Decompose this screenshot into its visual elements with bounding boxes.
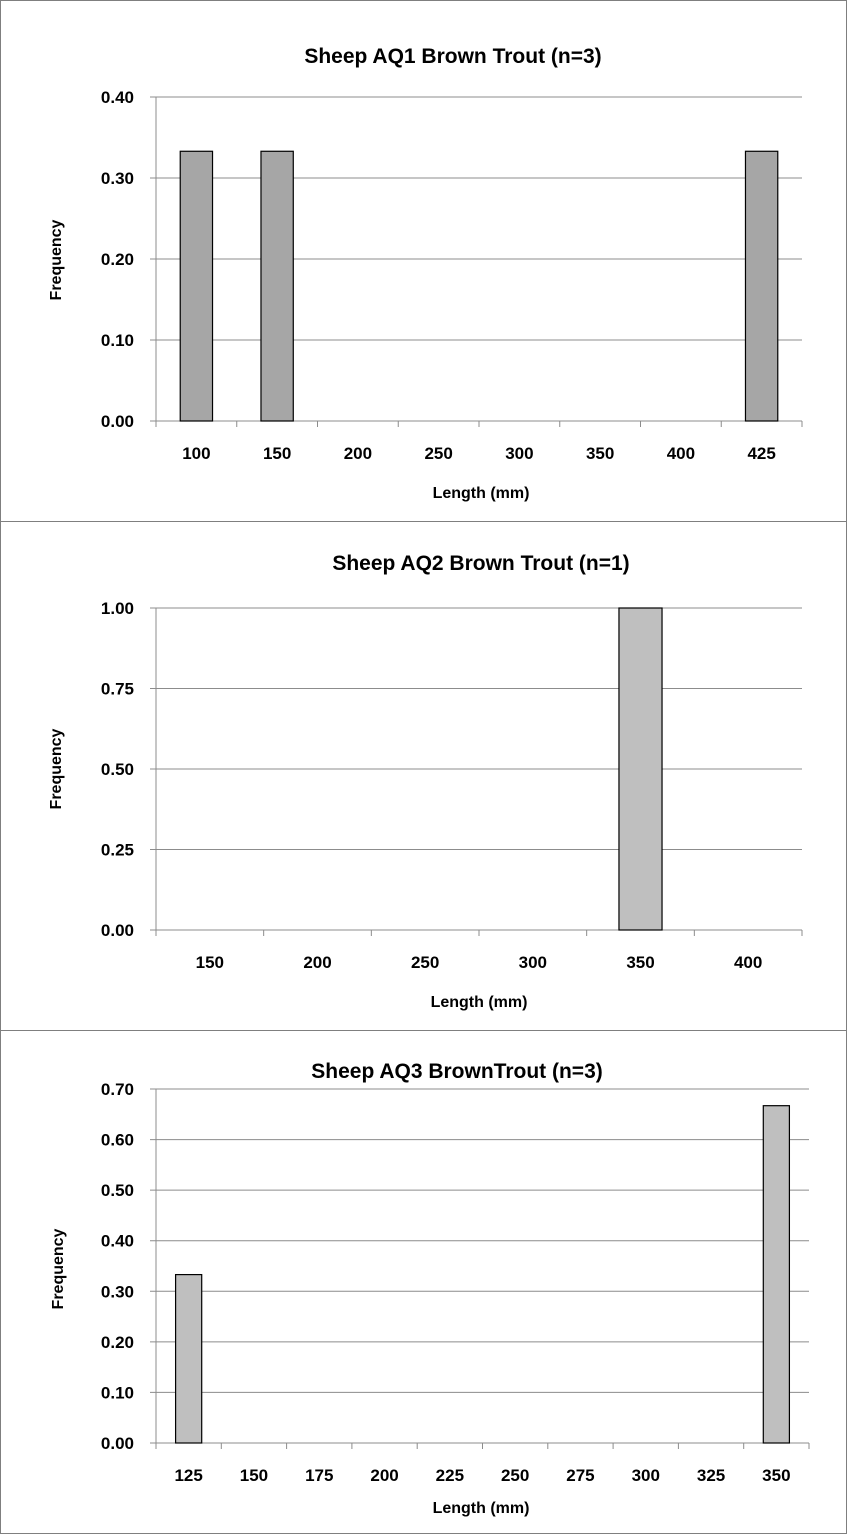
x-tick-label: 200 — [370, 1466, 398, 1485]
y-tick-label: 0.75 — [101, 680, 134, 699]
x-axis-label: Length (mm) — [433, 1500, 530, 1517]
x-tick-label: 250 — [411, 953, 439, 972]
y-axis-label: Frequency — [48, 728, 65, 809]
y-tick-label: 1.00 — [101, 599, 134, 618]
x-tick-label: 175 — [305, 1466, 333, 1485]
y-tick-label: 0.20 — [101, 250, 134, 269]
x-tick-label: 300 — [505, 444, 533, 463]
x-tick-label: 400 — [667, 444, 695, 463]
bar-350 — [762, 1105, 791, 1444]
x-tick-label: 300 — [519, 953, 547, 972]
y-tick-label: 0.10 — [101, 1383, 134, 1402]
y-axis-label: Frequency — [48, 219, 65, 300]
chart-aq2: Sheep AQ2 Brown Trout (n=1) Length (mm) … — [48, 552, 803, 1011]
chart-title: Sheep AQ3 BrownTrout (n=3) — [311, 1060, 603, 1083]
y-axis-label: Frequency — [50, 1228, 67, 1309]
x-tick-label: 200 — [303, 953, 331, 972]
bar-125 — [174, 1273, 203, 1444]
y-tick-label: 0.60 — [101, 1131, 134, 1150]
x-tick-label: 425 — [747, 444, 775, 463]
x-tick-label: 225 — [436, 1466, 464, 1485]
chart-panel-aq2: Sheep AQ2 Brown Trout (n=1) Length (mm) … — [0, 521, 847, 1031]
bar-100 — [179, 150, 214, 422]
chart-panel-aq1: Sheep AQ1 Brown Trout (n=3) Length (mm) … — [0, 0, 847, 522]
y-tick-label: 0.25 — [101, 841, 134, 860]
chart-title: Sheep AQ2 Brown Trout (n=1) — [332, 552, 629, 575]
x-tick-label: 300 — [632, 1466, 660, 1485]
chart-aq3: Sheep AQ3 BrownTrout (n=3) Length (mm) F… — [50, 1060, 810, 1517]
x-tick-label: 250 — [501, 1466, 529, 1485]
y-tick-label: 0.30 — [101, 169, 134, 188]
y-tick-label: 0.30 — [101, 1282, 134, 1301]
x-tick-label: 125 — [174, 1466, 202, 1485]
x-tick-label: 250 — [424, 444, 452, 463]
x-tick-label: 200 — [344, 444, 372, 463]
x-tick-label: 150 — [263, 444, 291, 463]
x-tick-label: 350 — [586, 444, 614, 463]
y-tick-label: 0.00 — [101, 921, 134, 940]
y-tick-label: 0.00 — [101, 412, 134, 431]
x-tick-label: 150 — [240, 1466, 268, 1485]
chart-aq1: Sheep AQ1 Brown Trout (n=3) Length (mm) … — [48, 45, 803, 502]
x-tick-label: 400 — [734, 953, 762, 972]
y-tick-label: 0.40 — [101, 88, 134, 107]
y-tick-label: 0.50 — [101, 760, 134, 779]
y-tick-label: 0.50 — [101, 1181, 134, 1200]
x-tick-label: 100 — [182, 444, 210, 463]
x-tick-label: 350 — [762, 1466, 790, 1485]
x-tick-label: 275 — [566, 1466, 594, 1485]
x-axis-label: Length (mm) — [433, 485, 530, 502]
y-tick-label: 0.10 — [101, 331, 134, 350]
chart-title: Sheep AQ1 Brown Trout (n=3) — [304, 45, 601, 68]
x-axis-label: Length (mm) — [431, 994, 528, 1011]
y-tick-label: 0.70 — [101, 1080, 134, 1099]
y-tick-label: 0.20 — [101, 1333, 134, 1352]
bar-150 — [260, 150, 294, 422]
x-tick-label: 325 — [697, 1466, 725, 1485]
bar-350 — [618, 607, 663, 931]
bar-425 — [744, 150, 779, 422]
x-tick-label: 150 — [196, 953, 224, 972]
y-tick-label: 0.40 — [101, 1232, 134, 1251]
y-tick-label: 0.00 — [101, 1434, 134, 1453]
x-tick-label: 350 — [626, 953, 654, 972]
chart-panel-aq3: Sheep AQ3 BrownTrout (n=3) Length (mm) F… — [0, 1030, 847, 1534]
